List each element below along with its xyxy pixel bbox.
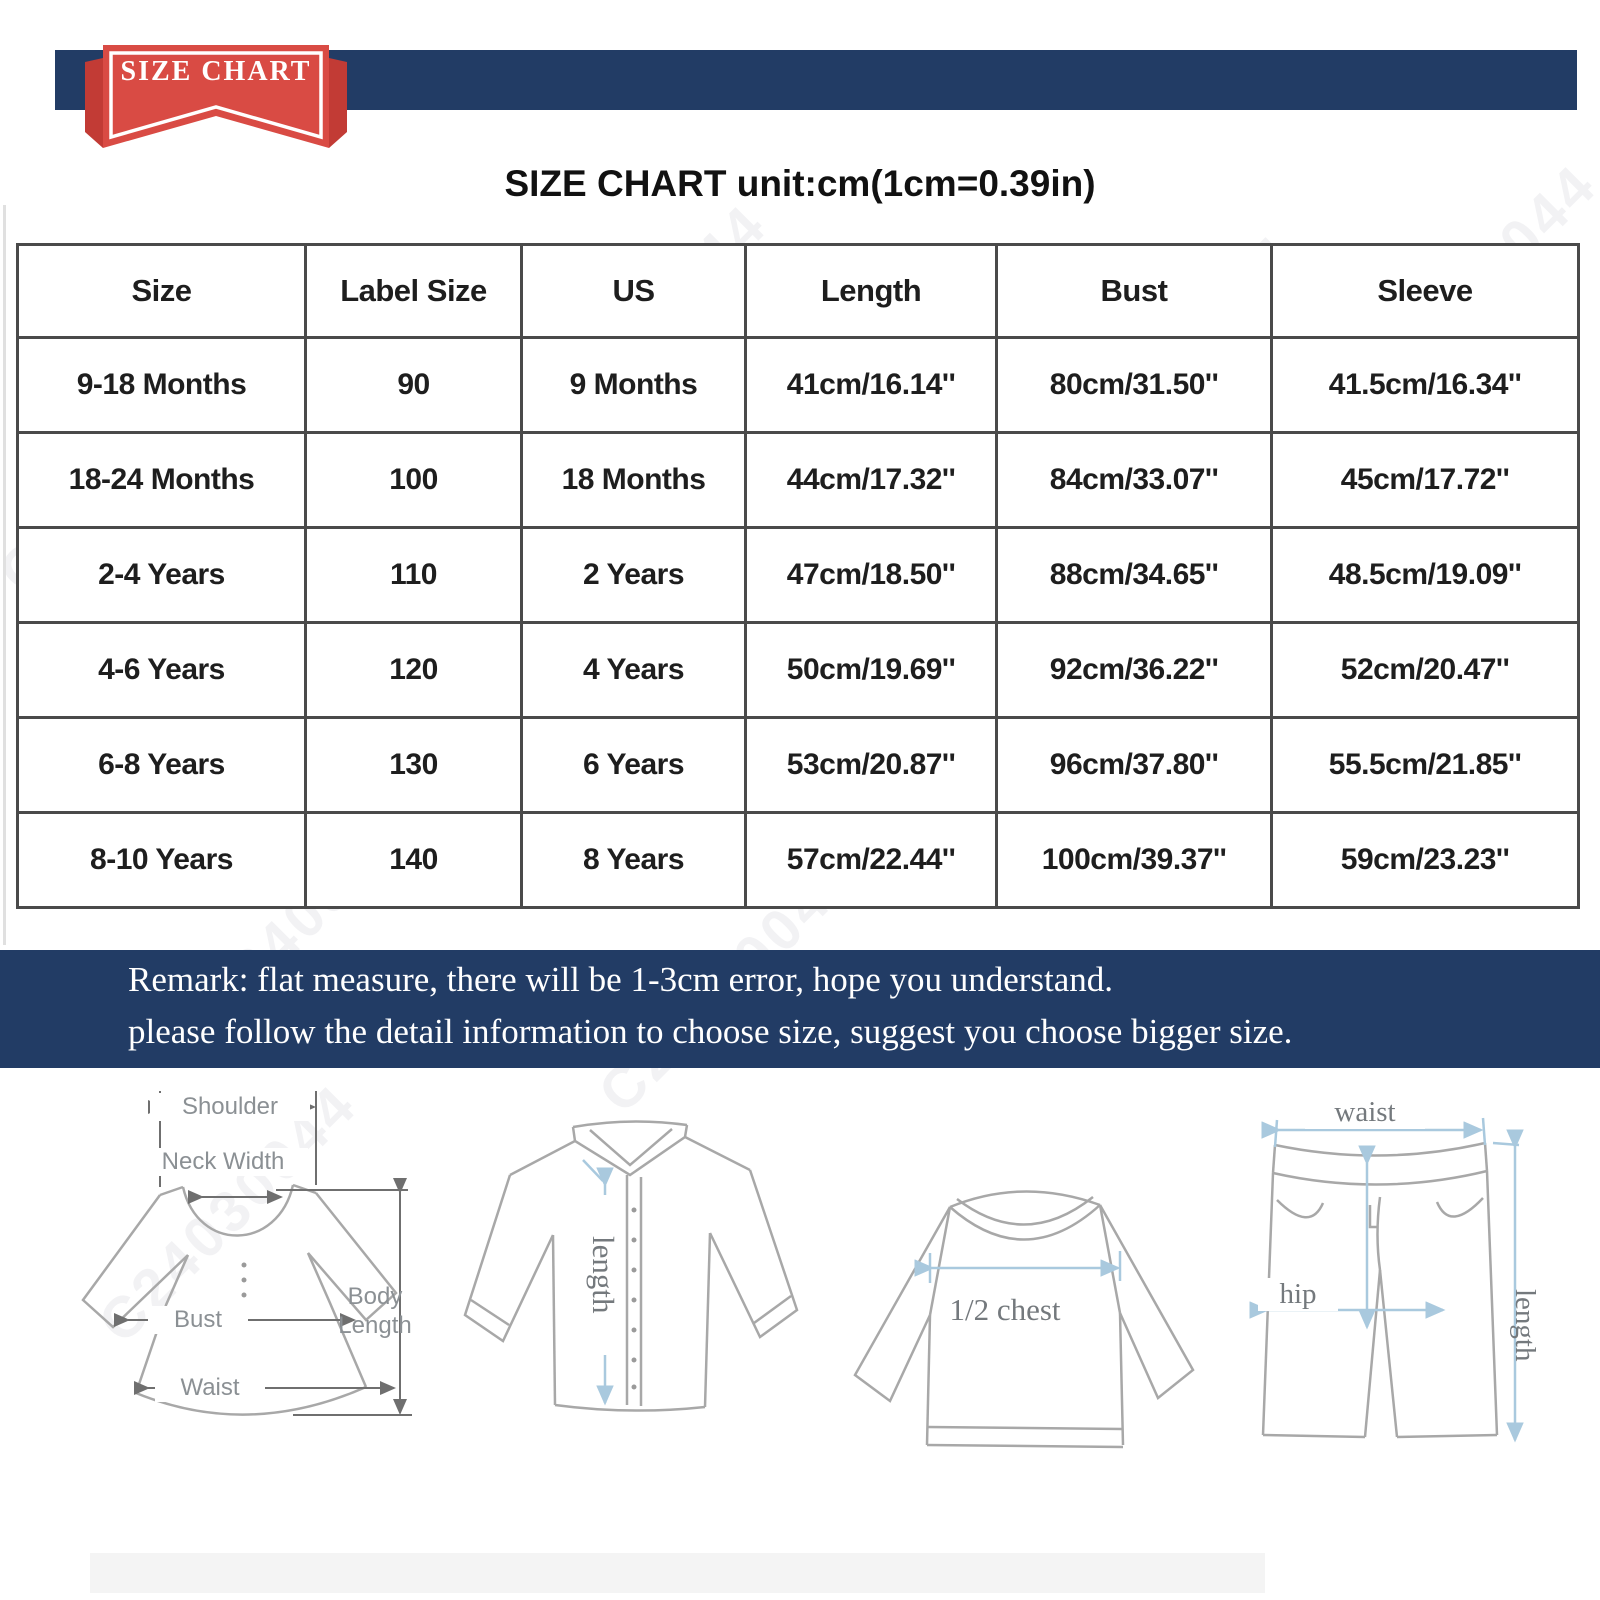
table-cell: 47cm/18.50'' bbox=[744, 526, 998, 624]
table-row: 9-18 Months 90 9 Months 41cm/16.14'' 80c… bbox=[16, 336, 1580, 434]
pants-hip-label: hip bbox=[1258, 1278, 1338, 1311]
dress-neck-width-label: Neck Width bbox=[138, 1148, 308, 1176]
table-row: 6-8 Years 130 6 Years 53cm/20.87'' 96cm/… bbox=[16, 716, 1580, 814]
dress-shoulder-label: Shoulder bbox=[150, 1093, 310, 1121]
table-cell: 2-4 Years bbox=[16, 526, 307, 624]
table-cell: 18-24 Months bbox=[16, 431, 307, 529]
table-cell: 84cm/33.07'' bbox=[995, 431, 1273, 529]
dress-body-length-label: Body Length bbox=[338, 1283, 412, 1339]
table-cell: 50cm/19.69'' bbox=[744, 621, 998, 719]
table-cell: 48.5cm/19.09'' bbox=[1270, 526, 1580, 624]
table-row: 18-24 Months 100 18 Months 44cm/17.32'' … bbox=[16, 431, 1580, 529]
chart-title: SIZE CHART unit:cm(1cm=0.39in) bbox=[504, 163, 1096, 204]
sweater-half-chest-label: 1/2 chest bbox=[949, 1292, 1061, 1327]
column-header-bust: Bust bbox=[995, 243, 1273, 339]
table-cell: 88cm/34.65'' bbox=[995, 526, 1273, 624]
table-cell: 140 bbox=[304, 811, 523, 909]
table-cell: 55.5cm/21.85'' bbox=[1270, 716, 1580, 814]
table-cell: 90 bbox=[304, 336, 523, 434]
table-cell: 96cm/37.80'' bbox=[995, 716, 1273, 814]
table-cell: 80cm/31.50'' bbox=[995, 336, 1273, 434]
table-cell: 8-10 Years bbox=[16, 811, 307, 909]
remark-line-1: Remark: flat measure, there will be 1-3c… bbox=[128, 960, 1114, 999]
table-cell: 4 Years bbox=[520, 621, 747, 719]
dress-bust-label: Bust bbox=[148, 1306, 248, 1334]
column-header-size: Size bbox=[16, 243, 307, 339]
table-cell: 44cm/17.32'' bbox=[744, 431, 998, 529]
table-cell: 110 bbox=[304, 526, 523, 624]
faint-bottom-strip bbox=[90, 1553, 1265, 1593]
sweater-diagram bbox=[853, 1190, 1195, 1449]
table-cell: 8 Years bbox=[520, 811, 747, 909]
dress-waist-label: Waist bbox=[155, 1374, 265, 1402]
table-cell: 120 bbox=[304, 621, 523, 719]
table-cell: 130 bbox=[304, 716, 523, 814]
pants-diagram bbox=[1249, 1117, 1524, 1443]
table-cell: 2 Years bbox=[520, 526, 747, 624]
table-cell: 9 Months bbox=[520, 336, 747, 434]
table-header-row: Size Label Size US Length Bust Sleeve bbox=[16, 243, 1580, 339]
table-cell: 57cm/22.44'' bbox=[744, 811, 998, 909]
size-table: Size Label Size US Length Bust Sleeve 9-… bbox=[16, 243, 1580, 909]
column-header-sleeve: Sleeve bbox=[1270, 243, 1580, 339]
column-header-us: US bbox=[520, 243, 747, 339]
table-cell: 4-6 Years bbox=[16, 621, 307, 719]
table-cell: 100cm/39.37'' bbox=[995, 811, 1273, 909]
table-cell: 52cm/20.47'' bbox=[1270, 621, 1580, 719]
table-row: 4-6 Years 120 4 Years 50cm/19.69'' 92cm/… bbox=[16, 621, 1580, 719]
remark-banner: Remark: flat measure, there will be 1-3c… bbox=[0, 950, 1600, 1068]
table-cell: 100 bbox=[304, 431, 523, 529]
table-cell: 18 Months bbox=[520, 431, 747, 529]
pants-length-label: length bbox=[1509, 1288, 1541, 1362]
shirt-length-label: length bbox=[585, 1195, 621, 1355]
table-cell: 41.5cm/16.34'' bbox=[1270, 336, 1580, 434]
table-cell: 6 Years bbox=[520, 716, 747, 814]
ribbon-banner-graphic bbox=[85, 45, 347, 148]
page-edge-line bbox=[3, 205, 6, 945]
table-cell: 92cm/36.22'' bbox=[995, 621, 1273, 719]
shirt-diagram bbox=[463, 1120, 799, 1412]
column-header-label-size: Label Size bbox=[304, 243, 523, 339]
column-header-length: Length bbox=[744, 243, 998, 339]
pants-waist-label: waist bbox=[1305, 1096, 1425, 1129]
table-row: 2-4 Years 110 2 Years 47cm/18.50'' 88cm/… bbox=[16, 526, 1580, 624]
table-cell: 45cm/17.72'' bbox=[1270, 431, 1580, 529]
remark-line-2: please follow the detail information to … bbox=[128, 1012, 1293, 1051]
table-row: 8-10 Years 140 8 Years 57cm/22.44'' 100c… bbox=[16, 811, 1580, 909]
table-cell: 6-8 Years bbox=[16, 716, 307, 814]
ribbon-label: SIZE CHART bbox=[120, 56, 312, 87]
table-cell: 9-18 Months bbox=[16, 336, 307, 434]
table-cell: 59cm/23.23'' bbox=[1270, 811, 1580, 909]
dress-diagram bbox=[81, 1091, 412, 1416]
table-cell: 53cm/20.87'' bbox=[744, 716, 998, 814]
table-cell: 41cm/16.14'' bbox=[744, 336, 998, 434]
